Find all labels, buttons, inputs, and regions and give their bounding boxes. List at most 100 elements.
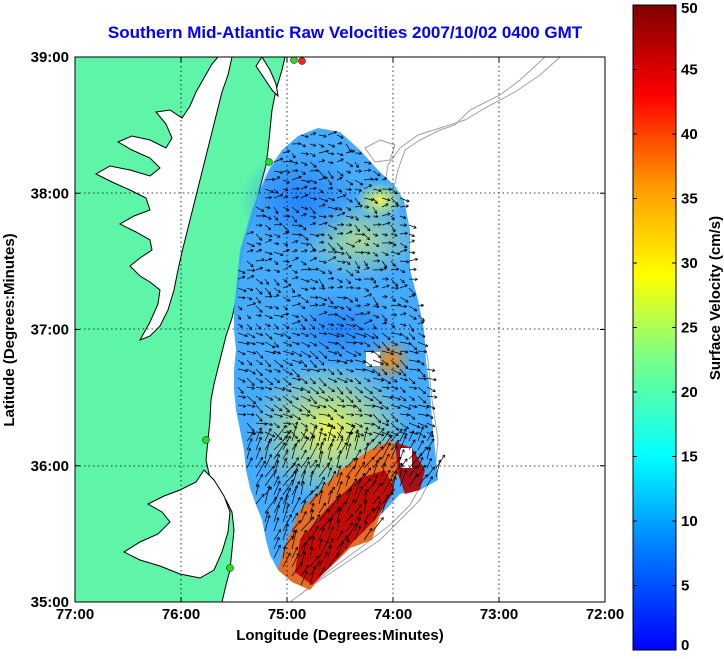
velocity-arrow	[381, 322, 387, 325]
velocity-arrowhead	[310, 509, 314, 513]
velocity-arrowhead	[295, 257, 299, 261]
velocity-arrow	[318, 413, 331, 417]
velocity-arrowhead	[268, 257, 273, 262]
velocity-arrow	[246, 413, 255, 416]
velocity-arrow	[273, 287, 281, 293]
velocity-arrow	[282, 368, 293, 376]
velocity-arrowhead	[296, 552, 300, 557]
velocity-arrow	[318, 332, 328, 335]
velocity-arrowhead	[358, 510, 362, 515]
velocity-arrowhead	[312, 153, 316, 157]
velocity-arrow	[354, 478, 362, 496]
velocity-arrow	[336, 472, 342, 487]
velocity-arrowhead	[413, 308, 418, 312]
velocity-arrowhead	[351, 466, 356, 470]
velocity-arrow	[336, 233, 344, 235]
velocity-arrow	[363, 422, 375, 425]
velocity-arrowhead	[293, 219, 298, 223]
velocity-arrowhead	[331, 388, 335, 393]
velocity-arrow	[291, 233, 302, 236]
velocity-arrowhead	[276, 504, 281, 508]
velocity-arrowhead	[405, 426, 409, 430]
velocity-arrow	[345, 499, 355, 514]
velocity-arrowhead	[365, 242, 369, 246]
velocity-arrow	[282, 552, 291, 568]
velocity-arrow	[273, 386, 286, 391]
velocity-arrow	[345, 522, 353, 532]
velocity-arrow	[381, 442, 391, 460]
velocity-arrow	[264, 386, 272, 390]
velocity-arrow	[255, 447, 261, 460]
velocity-arrowhead	[342, 260, 346, 264]
velocity-arrow	[417, 341, 429, 347]
velocity-arrow	[273, 314, 284, 318]
colorbar-tick-label: 20	[681, 384, 698, 401]
velocity-arrowhead	[363, 334, 367, 338]
velocity-arrowhead	[286, 409, 290, 413]
velocity-arrow	[255, 287, 263, 295]
colorbar-tick-label: 50	[681, 0, 698, 17]
velocity-arrow	[327, 386, 335, 393]
velocity-arrowhead	[398, 371, 402, 375]
velocity-arrowhead	[419, 453, 423, 457]
velocity-arrow	[372, 377, 384, 381]
velocity-arrowhead	[277, 544, 281, 548]
velocity-arrowhead	[258, 237, 263, 241]
velocity-arrow	[318, 481, 326, 496]
velocity-arrowhead	[424, 424, 428, 428]
velocity-arrow	[300, 179, 311, 183]
velocity-arrow	[363, 480, 377, 496]
velocity-arrowhead	[349, 199, 353, 203]
velocity-arrowhead	[321, 324, 325, 328]
velocity-arrow	[300, 457, 310, 469]
velocity-arrow	[417, 314, 425, 322]
velocity-arrowhead	[354, 298, 358, 302]
velocity-arrowhead	[351, 498, 355, 503]
velocity-arrowhead	[377, 506, 381, 510]
velocity-arrowhead	[250, 249, 254, 253]
velocity-arrowhead	[394, 342, 398, 346]
velocity-arrow	[264, 258, 272, 262]
velocity-arrow	[354, 413, 363, 417]
velocity-arrow	[309, 463, 319, 478]
y-axis-label: Latitude (Degrees:Minutes)	[1, 233, 18, 426]
velocity-arrowhead	[361, 461, 365, 465]
velocity-arrowhead	[415, 350, 419, 355]
velocity-arrow	[237, 287, 247, 292]
velocity-arrowhead	[302, 144, 306, 148]
velocity-arrowhead	[316, 368, 320, 373]
velocity-arrowhead	[305, 194, 309, 198]
velocity-arrowhead	[273, 469, 277, 473]
velocity-arrowhead	[275, 210, 279, 215]
velocity-arrowhead	[292, 462, 296, 466]
velocity-arrow	[327, 152, 335, 155]
velocity-arrow	[327, 224, 338, 230]
velocity-arrow	[264, 422, 273, 426]
velocity-arrow	[345, 215, 354, 219]
velocity-arrowhead	[403, 323, 407, 327]
velocity-arrowhead	[400, 464, 404, 468]
velocity-arrowhead	[354, 457, 359, 461]
velocity-arrowhead	[276, 476, 280, 480]
velocity-arrow	[255, 377, 263, 383]
velocity-arrow	[381, 359, 389, 366]
velocity-arrow	[264, 341, 276, 348]
velocity-arrow	[309, 161, 317, 168]
velocity-arrowhead	[422, 390, 427, 395]
velocity-arrowhead	[367, 477, 372, 482]
velocity-arrowhead	[370, 397, 374, 402]
velocity-arrow	[336, 450, 341, 469]
velocity-arrowhead	[261, 493, 265, 498]
velocity-arrow	[255, 259, 265, 262]
velocity-arrow	[246, 438, 253, 451]
velocity-arrow	[381, 386, 390, 389]
velocity-arrowhead	[339, 141, 343, 146]
velocity-arrowhead	[406, 199, 410, 203]
velocity-arrowhead	[251, 428, 255, 432]
velocity-arrow	[336, 332, 345, 337]
velocity-arrow	[318, 368, 327, 371]
velocity-arrowhead	[340, 426, 344, 430]
velocity-arrowhead	[382, 462, 387, 466]
velocity-arrowhead	[349, 230, 353, 234]
velocity-arrowhead	[330, 276, 335, 281]
